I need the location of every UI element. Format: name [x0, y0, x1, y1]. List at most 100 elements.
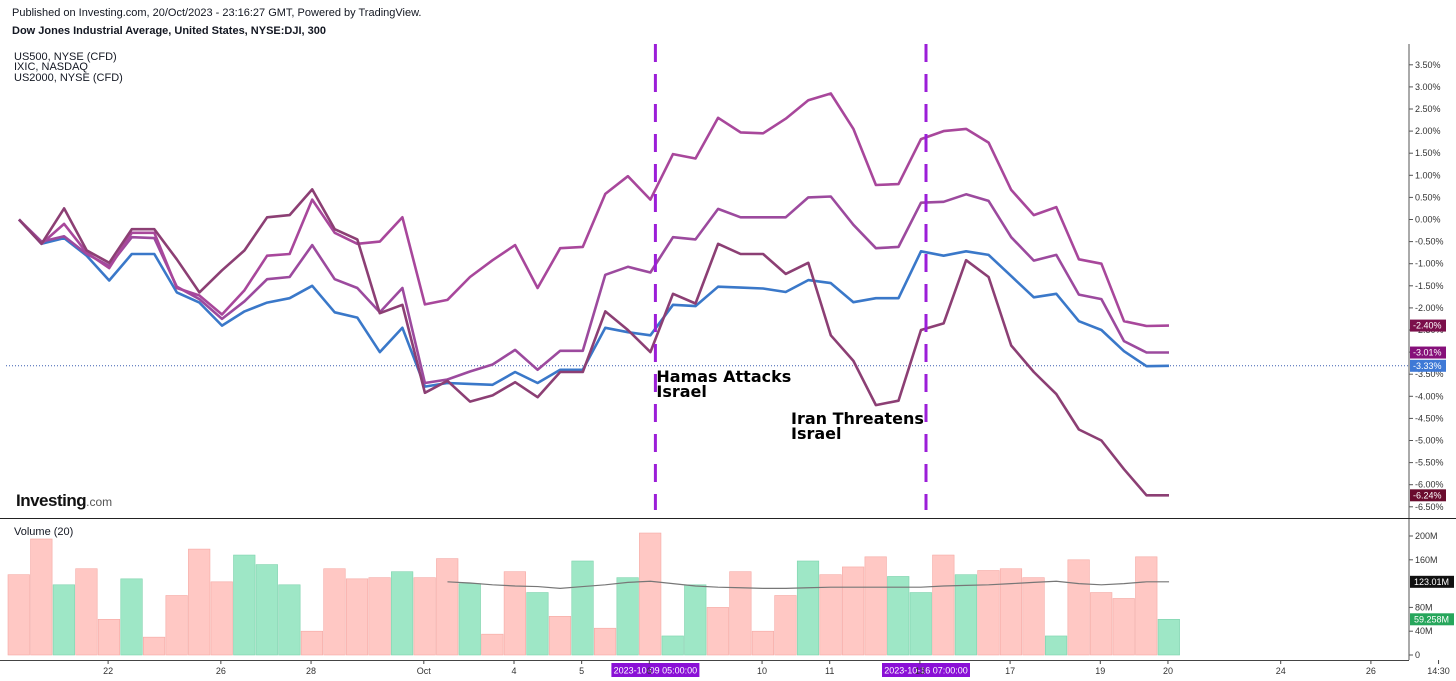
time-axis-label: 26 — [1366, 666, 1376, 676]
price-axis-label: 3.00% — [1415, 82, 1441, 92]
volume-bar — [819, 574, 842, 656]
volume-bar — [345, 578, 369, 656]
volume-bar — [571, 560, 594, 656]
volume-bar — [458, 583, 481, 656]
series-line-us2000 — [18, 188, 1169, 497]
end-value-tag-us500 — [1410, 346, 1446, 359]
volume-bar — [1090, 592, 1113, 656]
chart-frame — [0, 44, 1456, 661]
event-date: 2023-10-09 05:00:00 — [614, 666, 698, 676]
volume-bar — [864, 556, 887, 656]
volume-bar — [999, 568, 1023, 656]
volume-axis-label: 160M — [1415, 555, 1438, 565]
axes: 3.50% 3.00% 2.50% 2.00% 1.50% 1.00% 0.50% 0.00%… — [103, 60, 1454, 676]
end-value-dji: -3.33% — [1413, 361, 1442, 371]
event-label: Hamas Attacks — [656, 367, 791, 386]
volume-bar — [323, 568, 346, 656]
volume-axis-label: 80M — [1415, 602, 1433, 612]
time-axis-label: 13 — [915, 666, 925, 676]
volume-axis-label: 0 — [1415, 650, 1420, 660]
price-axis-label: 1.00% — [1415, 170, 1441, 180]
price-axis-label: -3.50% — [1415, 369, 1444, 379]
price-axis-label: 2.50% — [1415, 104, 1441, 114]
volume-bar — [526, 592, 549, 656]
event-date-tag — [882, 663, 970, 677]
series-line-dji — [18, 218, 1170, 388]
volume-bar — [639, 532, 662, 656]
volume-axis-label: 40M — [1415, 626, 1433, 636]
price-axis-label: 3.50% — [1415, 60, 1441, 70]
volume-ma-line — [447, 580, 1170, 589]
volume-bar — [436, 558, 459, 656]
end-value-tag-us2000 — [1410, 489, 1446, 502]
volume-ma-value-tag — [1410, 575, 1454, 588]
price-axis-label: -4.50% — [1415, 413, 1444, 423]
volume-bar — [300, 630, 323, 656]
volume-bar — [887, 576, 910, 656]
legend-us2000[interactable]: US2000, NYSE (CFD) — [14, 72, 123, 84]
volume-bar — [684, 584, 707, 656]
series-line-us500 — [18, 193, 1169, 385]
volume-bar — [30, 538, 53, 656]
price-axis-label: 0.00% — [1415, 215, 1441, 225]
volume-bar — [75, 568, 98, 656]
price-axis-label: -0.50% — [1415, 237, 1444, 247]
event-date-tag — [611, 663, 700, 677]
volume-bars — [7, 532, 1180, 656]
time-axis-label: 24 — [1276, 666, 1286, 676]
volume-ma-value: 123.01M — [1414, 577, 1449, 587]
price-axis-label: 2.00% — [1415, 126, 1441, 136]
price-axis-label: -1.50% — [1415, 281, 1444, 291]
price-axis-label: -5.50% — [1415, 458, 1444, 468]
volume-bar — [1022, 577, 1045, 656]
volume-bar — [391, 571, 414, 656]
end-value-us2000: -6.24% — [1413, 490, 1442, 500]
price-axis-label: -1.00% — [1415, 259, 1444, 269]
volume-bar — [120, 578, 143, 656]
chart-symbol-title: Dow Jones Industrial Average, United Sta… — [12, 25, 326, 37]
time-axis-label: 17 — [1005, 666, 1015, 676]
end-value-us500: -3.01% — [1413, 348, 1442, 358]
published-note: Published on Investing.com, 20/Oct/2023 … — [12, 7, 422, 19]
volume-bar — [1045, 635, 1068, 656]
price-axis-label: 0.50% — [1415, 192, 1441, 202]
event-date: 2023-10-16 07:00:00 — [884, 666, 968, 676]
event-markers: Hamas Attacks Israel 2023-10-09 05:00:00 Ir… — [611, 44, 970, 677]
legend-us500[interactable]: US500, NYSE (CFD) — [14, 51, 117, 63]
volume-bar — [932, 554, 955, 656]
price-axis-label: 1.50% — [1415, 148, 1441, 158]
volume-bar — [1067, 559, 1090, 656]
legend-ixic[interactable]: IXIC, NASDAQ — [14, 61, 88, 73]
volume-bar — [143, 636, 166, 656]
time-axis-label: 26 — [216, 666, 226, 676]
time-axis-label: Oct — [417, 666, 432, 676]
time-axis-label: 28 — [306, 666, 316, 676]
price-axis-label: -2.00% — [1415, 303, 1444, 313]
volume-bar — [413, 577, 436, 656]
price-axis-label: -6.50% — [1415, 502, 1444, 512]
time-axis-label: 6 — [647, 666, 652, 676]
volume-bar — [593, 627, 617, 656]
volume-bar — [1112, 598, 1135, 656]
volume-bar — [796, 560, 820, 656]
time-axis-label: 5 — [579, 666, 584, 676]
time-axis-label: 4 — [511, 666, 516, 676]
volume-bar — [842, 566, 865, 656]
event-label: Iran Threatens — [791, 409, 924, 428]
volume-bar — [210, 581, 233, 656]
volume-bar — [1135, 556, 1158, 656]
volume-bar — [368, 577, 391, 656]
volume-bar — [165, 595, 188, 656]
volume-bar — [977, 570, 1000, 656]
volume-bar — [188, 548, 211, 656]
volume-bar — [1157, 618, 1180, 656]
volume-last-value: 59.258M — [1414, 614, 1449, 624]
time-axis-label: 20 — [1163, 666, 1173, 676]
volume-pane-title: Volume (20) — [14, 526, 74, 538]
volume-bar — [751, 630, 775, 656]
volume-bar — [255, 564, 278, 656]
price-lines — [6, 92, 1409, 497]
series-line-ixic — [18, 92, 1170, 328]
event-label: Israel — [791, 424, 842, 443]
